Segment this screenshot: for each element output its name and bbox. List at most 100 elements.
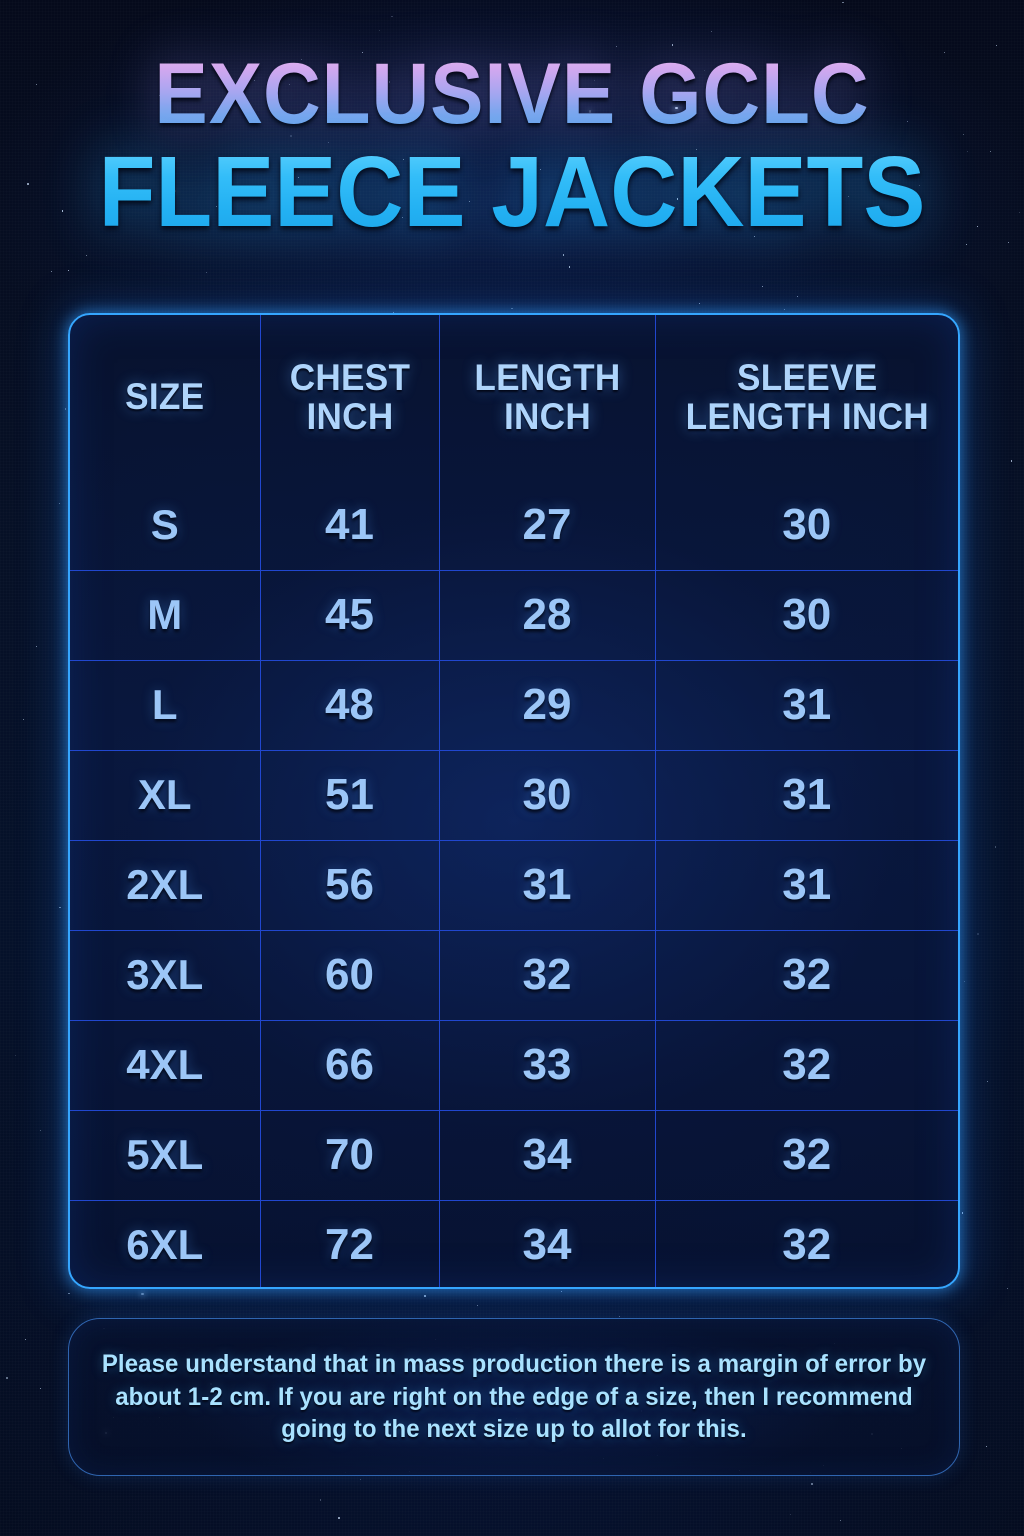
star-speck: [986, 1446, 988, 1448]
star-speck: [560, 1290, 562, 1292]
star-speck: [569, 266, 571, 268]
poster-title-block: EXCLUSIVE GCLC FLEECE JACKETS: [0, 51, 1024, 242]
table-row: S 41 27 30: [70, 480, 958, 571]
cell-sleeve: 31: [655, 750, 958, 841]
star-speck: [961, 1212, 964, 1214]
cell-chest: 72: [260, 1200, 440, 1287]
header-row: SIZE CHEST INCH LENGTH INCH SLEEVE LENGT…: [70, 315, 958, 480]
table-header: SIZE CHEST INCH LENGTH INCH SLEEVE LENGT…: [70, 315, 958, 480]
star-speck: [698, 302, 700, 305]
star-speck: [39, 1387, 42, 1390]
star-speck: [359, 1478, 361, 1480]
star-speck: [476, 1304, 478, 1306]
star-speck: [51, 270, 53, 272]
star-speck: [842, 2, 844, 4]
cell-size: 2XL: [70, 840, 261, 931]
star-speck: [391, 16, 393, 18]
table-row: XL 51 30 31: [70, 750, 958, 841]
column-header-chest-line1: CHEST: [289, 357, 410, 399]
cell-size: 3XL: [70, 930, 261, 1021]
table-row: L 48 29 31: [70, 660, 958, 751]
star-speck: [963, 980, 965, 982]
star-speck: [619, 1315, 621, 1317]
column-header-size-line1: SIZE: [125, 376, 205, 418]
cell-sleeve: 32: [782, 1220, 832, 1270]
star-speck: [23, 719, 25, 721]
star-speck: [965, 243, 967, 245]
star-speck: [1008, 242, 1010, 244]
cell-length: 28: [439, 570, 656, 661]
star-speck: [994, 846, 996, 848]
star-speck: [1011, 460, 1013, 462]
cell-length: 31: [439, 840, 656, 931]
column-header-sleeve-line1: SLEEVE: [736, 357, 877, 399]
star-speck: [1006, 1288, 1008, 1290]
star-speck: [141, 1292, 145, 1296]
cell-sleeve: 32: [655, 1020, 958, 1111]
star-speck: [790, 1513, 792, 1516]
cell-sleeve: 30: [655, 480, 958, 571]
star-speck: [379, 30, 381, 32]
star-speck: [996, 45, 998, 47]
table-row: 4XL 66 33 32: [70, 1020, 958, 1111]
cell-sleeve: 31: [655, 660, 958, 751]
star-speck: [68, 270, 70, 272]
column-header-length: LENGTH INCH: [439, 315, 656, 480]
star-speck: [15, 1054, 17, 1056]
column-header-sleeve-line2: LENGTH INCH: [685, 395, 929, 437]
size-chart-table: SIZE CHEST INCH LENGTH INCH SLEEVE LENGT…: [70, 315, 958, 1287]
cell-size: M: [70, 570, 261, 661]
cell-sleeve: 32: [655, 930, 958, 1021]
cell-size: 6XL: [70, 1200, 261, 1287]
table-body: S 41 27 30 M 45 28 30 L 48 29 31 XL 51 30 31 2XL 56 31 31 3X…: [70, 480, 958, 1287]
cell-length: 34: [439, 1110, 656, 1201]
cell-size: XL: [70, 750, 261, 841]
cell-length: 34: [439, 1200, 656, 1287]
column-header-chest: CHEST INCH: [260, 315, 440, 480]
disclaimer-text: Please understand that in mass productio…: [101, 1350, 927, 1444]
star-speck: [511, 307, 513, 309]
table-row: 2XL 56 31 31: [70, 840, 958, 931]
cell-size: 5XL: [70, 1110, 261, 1201]
table-row: 5XL 70 34 32: [70, 1110, 958, 1201]
cell-sleeve: 32: [655, 1110, 958, 1201]
cell-chest: 51: [260, 750, 440, 841]
column-header-length-line1: LENGTH: [473, 357, 621, 399]
column-header-size: SIZE: [70, 315, 261, 480]
star-speck: [68, 1293, 70, 1295]
star-speck: [761, 286, 764, 288]
cell-size: L: [70, 660, 261, 751]
cell-length: 32: [439, 930, 656, 1021]
column-header-length-line2: INCH: [503, 395, 591, 437]
cell-length: 27: [439, 480, 656, 571]
cell-size: 4XL: [70, 1020, 261, 1111]
star-speck: [338, 1517, 340, 1520]
disclaimer-box: Please understand that in mass productio…: [68, 1318, 960, 1476]
star-speck: [811, 1483, 813, 1486]
table-row: 3XL 60 32 32: [70, 930, 958, 1021]
cell-chest: 66: [260, 1020, 440, 1111]
cell-length: 33: [439, 1020, 656, 1111]
star-speck: [424, 1295, 426, 1297]
cell-chest: 56: [260, 840, 440, 931]
star-speck: [840, 1520, 842, 1522]
column-header-sleeve: SLEEVE LENGTH INCH: [655, 315, 958, 480]
title-line-1: EXCLUSIVE GCLC: [36, 51, 988, 137]
star-speck: [65, 408, 67, 410]
star-speck: [6, 1377, 8, 1379]
cell-sleeve: 30: [655, 570, 958, 661]
size-chart-panel: SIZE CHEST INCH LENGTH INCH SLEEVE LENGT…: [68, 313, 960, 1289]
star-speck: [40, 1129, 42, 1131]
star-speck: [976, 933, 979, 936]
table-row: M 45 28 30: [70, 570, 958, 661]
star-speck: [86, 254, 88, 256]
table-row: 6XL 72 34 32: [70, 1200, 958, 1287]
cell-length: 29: [439, 660, 656, 751]
star-speck: [58, 502, 60, 505]
cell-chest: 41: [260, 480, 440, 571]
star-speck: [205, 271, 208, 274]
star-speck: [783, 309, 785, 311]
star-speck: [562, 254, 564, 256]
column-header-chest-line2: INCH: [305, 395, 394, 437]
